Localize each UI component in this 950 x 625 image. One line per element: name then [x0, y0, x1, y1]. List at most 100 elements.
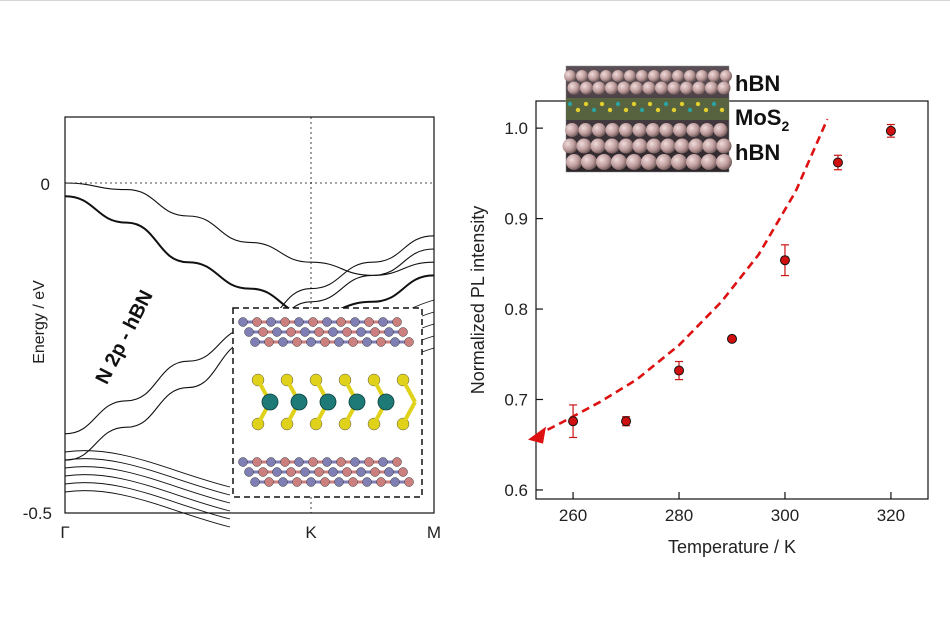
- atom: [308, 317, 318, 327]
- y-tick-label: 0.9: [504, 210, 528, 229]
- atom: [314, 327, 324, 337]
- x-tick-label: K: [305, 523, 317, 542]
- atom-spheres: [562, 70, 732, 170]
- atom: [306, 477, 316, 487]
- atom-sphere: [716, 138, 732, 154]
- atom: [278, 477, 288, 487]
- x-tick-label: 320: [877, 506, 905, 525]
- atom: [258, 467, 268, 477]
- atom-sphere: [695, 101, 701, 107]
- atom: [398, 467, 408, 477]
- atom: [300, 467, 310, 477]
- atom-sphere: [646, 138, 662, 154]
- atom-sphere: [592, 81, 606, 95]
- atom: [258, 327, 268, 337]
- atom-sphere: [680, 81, 693, 95]
- atom-sphere: [576, 138, 592, 154]
- atom: [322, 457, 332, 467]
- atom-sphere: [713, 123, 728, 137]
- atom: [356, 467, 366, 477]
- atom: [348, 477, 358, 487]
- atom: [350, 317, 360, 327]
- atom: [364, 457, 374, 467]
- atom-sphere: [564, 70, 576, 82]
- atom: [342, 467, 352, 477]
- x-tick-label: 280: [665, 506, 693, 525]
- y-axis-title: Energy / eV: [31, 280, 48, 364]
- x-tick-label: M: [427, 523, 441, 542]
- data-point: [779, 255, 790, 266]
- atom: [286, 327, 296, 337]
- atom-sphere: [674, 138, 690, 154]
- atom-sphere: [671, 154, 687, 170]
- data-point: [568, 416, 579, 427]
- bond: [401, 379, 417, 403]
- atom: [278, 337, 288, 347]
- atom-sphere: [659, 123, 674, 137]
- atom: [264, 477, 274, 487]
- atom: [404, 477, 414, 487]
- atom-sphere: [578, 123, 593, 137]
- band-lines: [64, 182, 435, 528]
- atom: [390, 477, 400, 487]
- atom: [342, 327, 352, 337]
- atom-sphere: [630, 81, 643, 95]
- molybdenum-atom: [319, 393, 337, 411]
- molybdenum-atom: [377, 393, 395, 411]
- atom-sphere: [692, 81, 706, 95]
- atom: [266, 317, 276, 327]
- band-line: [64, 482, 231, 520]
- atom: [314, 467, 324, 477]
- atom-sphere: [631, 101, 637, 107]
- atom-sphere: [580, 81, 593, 95]
- x-axis: 260 280 300 320: [559, 492, 905, 525]
- atom-sphere: [615, 101, 621, 107]
- data-point: [832, 157, 843, 168]
- atom: [322, 317, 332, 327]
- atom: [328, 467, 338, 477]
- top-border: [0, 0, 950, 1]
- atom: [348, 337, 358, 347]
- atom-sphere: [596, 154, 612, 170]
- atom-sphere: [701, 154, 717, 170]
- atom-sphere: [583, 101, 589, 107]
- heterostructure-inset: [232, 307, 423, 498]
- atom-sphere: [655, 107, 661, 113]
- atom-sphere: [705, 81, 718, 95]
- atom: [294, 457, 304, 467]
- atom-sphere: [618, 138, 634, 154]
- atom: [392, 317, 402, 327]
- atom: [376, 337, 386, 347]
- atom: [336, 457, 346, 467]
- atom: [384, 467, 394, 477]
- atom-sphere: [624, 70, 636, 82]
- atom-sphere: [700, 123, 714, 137]
- atom-sphere: [567, 81, 581, 95]
- atom: [286, 467, 296, 477]
- atom: [362, 337, 372, 347]
- atom-sphere: [717, 81, 731, 95]
- atom-sphere: [647, 101, 653, 107]
- atom-sphere: [673, 123, 687, 137]
- y-tick-label: 0.7: [504, 391, 528, 410]
- atom-sphere: [607, 107, 613, 113]
- atom: [272, 327, 282, 337]
- atom: [250, 477, 260, 487]
- atom-sphere: [641, 154, 657, 170]
- band-structure-chart: 0 -0.5 Γ K M Energy / eV N 2p - hBN: [23, 116, 441, 542]
- atom-sphere: [679, 101, 685, 107]
- atom: [280, 317, 290, 327]
- atom-sphere: [588, 70, 600, 82]
- data-points: [568, 123, 896, 439]
- band-line: [64, 458, 231, 496]
- atom: [244, 327, 254, 337]
- atom-sphere: [567, 101, 573, 107]
- atom: [272, 467, 282, 477]
- atom: [364, 317, 374, 327]
- band-line: [64, 490, 231, 528]
- layer-label-top: hBN: [735, 71, 780, 96]
- atom: [398, 327, 408, 337]
- atom-sphere: [591, 107, 597, 113]
- atom: [320, 477, 330, 487]
